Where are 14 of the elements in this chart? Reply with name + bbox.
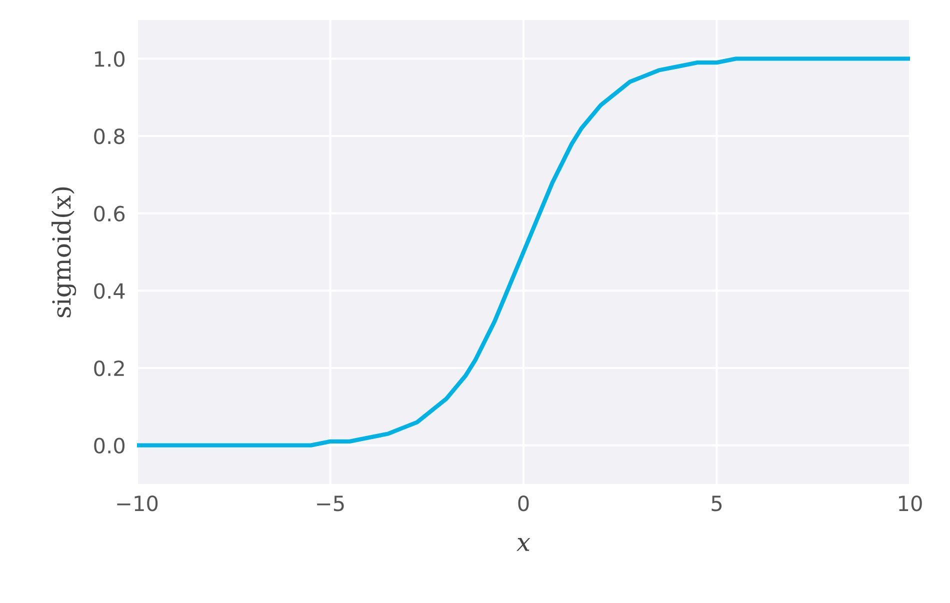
y-axis-title: sigmoid(x) bbox=[52, 187, 76, 318]
x-tick-label: 5 bbox=[712, 496, 722, 512]
line-series bbox=[137, 56, 910, 448]
y-tick-label: 0.4 bbox=[94, 283, 125, 299]
y-tick-label: 0.0 bbox=[94, 438, 125, 454]
x-axis-title: x bbox=[516, 538, 530, 551]
x-tick-label: −10 bbox=[117, 495, 158, 512]
y-tick-label: 0.6 bbox=[94, 206, 125, 222]
x-tick-label: −5 bbox=[317, 496, 344, 512]
x-tick-label: 10 bbox=[899, 495, 922, 512]
y-tick-label: 0.2 bbox=[94, 360, 124, 376]
y-tick-label: 0.8 bbox=[94, 128, 124, 144]
y-tick-label: 1.0 bbox=[95, 51, 125, 67]
x-tick-label: 0 bbox=[518, 495, 529, 512]
